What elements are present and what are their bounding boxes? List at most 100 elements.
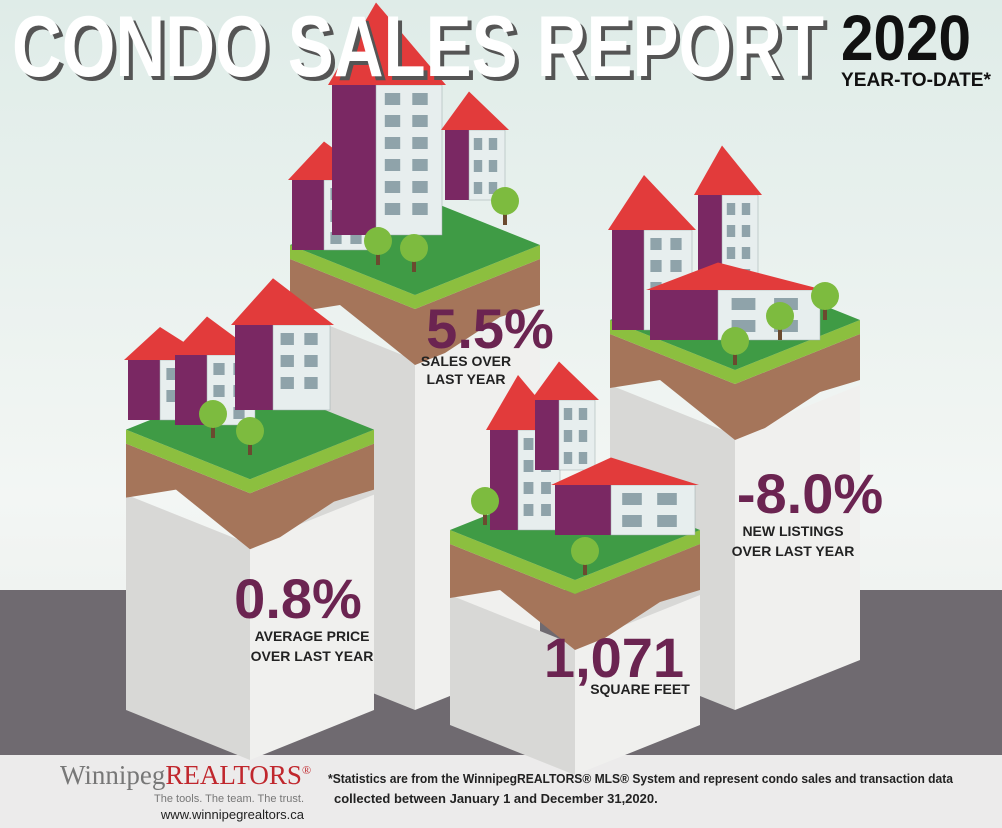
subtitle: YEAR-TO-DATE* <box>841 70 992 91</box>
window <box>657 493 677 505</box>
house-side <box>555 485 611 535</box>
window <box>213 363 225 375</box>
earth <box>450 544 700 650</box>
window <box>657 515 677 527</box>
brand-part: Winnipeg <box>60 760 165 790</box>
grass-edge <box>610 320 860 384</box>
window <box>726 247 736 259</box>
column-left <box>450 595 575 775</box>
footer: WinnipegREALTORS® The tools. The team. T… <box>60 760 954 822</box>
window <box>304 377 318 389</box>
window <box>650 238 662 250</box>
tree-trunk <box>211 420 215 438</box>
stat-label: LAST YEAR <box>426 371 505 387</box>
window <box>412 137 428 149</box>
tree-crown <box>811 282 839 310</box>
column-left <box>126 494 250 760</box>
window <box>670 238 682 250</box>
tree-crown <box>721 327 749 355</box>
brand: WinnipegREALTORS® <box>60 760 311 790</box>
window <box>384 203 401 215</box>
column-right <box>575 595 700 775</box>
window <box>304 355 318 367</box>
column <box>124 278 374 760</box>
title: CONDO SALES REPORT <box>12 0 824 95</box>
window <box>541 482 551 494</box>
tree-trunk <box>733 347 737 365</box>
roof <box>231 278 334 325</box>
roof <box>551 457 699 485</box>
tree-trunk <box>778 322 782 340</box>
window <box>384 115 401 127</box>
window <box>541 504 551 516</box>
window <box>523 504 534 516</box>
url[interactable]: www.winnipegrealtors.ca <box>160 807 305 822</box>
grass-edge <box>290 245 540 309</box>
window <box>350 232 362 244</box>
window <box>488 182 498 194</box>
stat-value: 1,071 <box>544 626 684 689</box>
stat-value: -8.0% <box>737 462 883 525</box>
house-side <box>535 400 559 470</box>
window <box>563 430 573 442</box>
title-group: CONDO SALES REPORT CONDO SALES REPORT 20… <box>12 0 992 99</box>
house-side <box>490 430 518 530</box>
tree-trunk <box>412 254 416 272</box>
window <box>304 333 318 345</box>
window <box>622 493 642 505</box>
window <box>384 137 401 149</box>
tagline: The tools. The team. The trust. <box>154 793 304 805</box>
window <box>473 138 483 150</box>
roof <box>694 145 762 195</box>
house <box>441 91 509 201</box>
buildings <box>124 2 860 775</box>
tree-trunk <box>823 302 827 320</box>
window <box>384 181 401 193</box>
note: *Statistics are from the WinnipegREALTOR… <box>328 771 954 786</box>
window <box>523 482 534 494</box>
window <box>412 115 428 127</box>
window <box>213 385 225 397</box>
brand-part: ® <box>302 763 311 777</box>
window <box>166 390 178 402</box>
tree-crown <box>400 234 428 262</box>
window <box>488 160 498 172</box>
window <box>233 407 245 419</box>
tree-crown <box>766 302 794 330</box>
tree-crown <box>491 187 519 215</box>
window <box>280 333 294 345</box>
window <box>166 368 178 380</box>
note: collected between January 1 and December… <box>334 791 658 806</box>
window <box>578 408 588 420</box>
roof <box>646 262 824 290</box>
window <box>330 232 342 244</box>
stat-label: NEW LISTINGS <box>742 523 843 539</box>
grass-edge <box>450 530 700 594</box>
stat-label: AVERAGE PRICE <box>255 628 370 644</box>
house <box>231 278 334 411</box>
window <box>523 438 534 450</box>
window <box>563 452 573 464</box>
tree-trunk <box>503 207 507 225</box>
tree-trunk <box>583 557 587 575</box>
window <box>741 203 751 215</box>
year: 2020 <box>841 2 971 74</box>
stat-value: 0.8% <box>234 567 362 630</box>
column-right <box>250 494 374 760</box>
house <box>531 361 599 471</box>
tree-crown <box>199 400 227 428</box>
house-side <box>612 230 644 330</box>
window <box>622 515 642 527</box>
house-side <box>235 325 273 410</box>
earth <box>610 334 860 440</box>
tree-crown <box>571 537 599 565</box>
stat-value: 5.5% <box>426 297 554 360</box>
stats: 5.5% SALES OVER LAST YEAR 0.8% AVERAGE P… <box>234 297 883 697</box>
window <box>578 430 588 442</box>
tree-crown <box>236 417 264 445</box>
earth <box>290 259 540 365</box>
stat-label: SQUARE FEET <box>590 681 690 697</box>
window <box>412 203 428 215</box>
tree-crown <box>471 487 499 515</box>
